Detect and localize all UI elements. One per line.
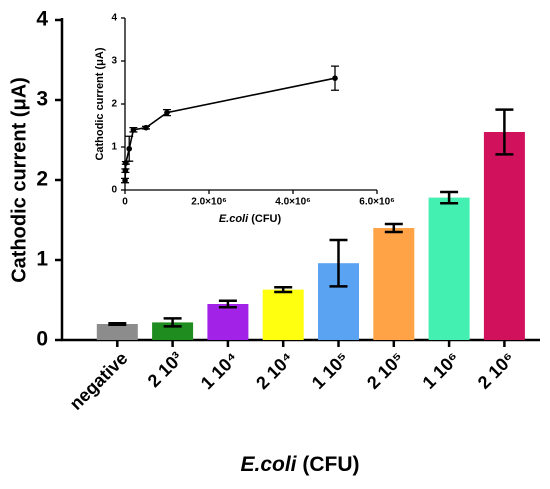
inset-point xyxy=(122,177,128,184)
y-tick-label: 3 xyxy=(36,88,48,111)
x-label-italic: E.coli xyxy=(240,453,297,476)
bar xyxy=(207,304,249,340)
error-bar xyxy=(274,285,293,294)
inset-x-label-italic: E.coli xyxy=(219,213,249,225)
inset-point xyxy=(126,145,132,152)
inset-y-tick-label: 4 xyxy=(111,13,117,24)
bar xyxy=(262,289,304,340)
x-tick-label: 2 10⁴ xyxy=(252,348,297,393)
inset-y-tick-label: 2 xyxy=(111,99,117,110)
y-axis-label: Cathodic current (μA) xyxy=(8,77,30,283)
x-tick-label: 1 10⁵ xyxy=(308,348,353,393)
error-bar xyxy=(108,321,127,327)
inset-x-tick-label: 0 xyxy=(122,197,128,208)
inset-y-tick-label: 0 xyxy=(111,185,117,196)
error-bar xyxy=(218,299,237,309)
error-bar xyxy=(495,108,514,156)
y-tick-label: 2 xyxy=(36,168,48,191)
y-tick-label: 1 xyxy=(36,248,48,271)
inset-y-label: Cathodic current (μA) xyxy=(94,47,106,160)
inset-y-tick-label: 3 xyxy=(111,56,117,67)
y-tick-label: 4 xyxy=(36,8,48,31)
error-bar xyxy=(163,317,182,328)
inset-x-label-unit: (CFU) xyxy=(251,213,281,225)
inset-background xyxy=(90,10,390,230)
inset-x-tick-label: 6.0×10⁶ xyxy=(359,197,394,208)
inset-y-tick-label: 1 xyxy=(111,142,117,153)
inset-point xyxy=(332,75,338,81)
x-label-unit: (CFU) xyxy=(302,453,359,476)
x-axis-label: E.coli (CFU) xyxy=(240,453,359,476)
error-bar xyxy=(329,238,348,288)
bar xyxy=(373,228,415,340)
x-tick-label: 2 10³ xyxy=(144,348,187,391)
x-tick-label: 2 10⁵ xyxy=(363,348,408,393)
inset-point xyxy=(130,127,137,133)
inset-point xyxy=(143,124,149,131)
inset-point xyxy=(122,167,129,174)
error-bar xyxy=(440,190,459,205)
bar xyxy=(428,197,470,340)
bar xyxy=(483,132,525,340)
x-tick-label: 1 10⁶ xyxy=(419,348,464,393)
inset-x-tick-label: 2.0×10⁶ xyxy=(191,197,226,208)
x-tick-label: 2 10⁶ xyxy=(474,348,519,393)
x-tick-label: negative xyxy=(66,348,132,414)
x-tick-label: 1 10⁴ xyxy=(197,348,242,393)
inset-x-label: E.coli (CFU) xyxy=(219,213,282,225)
y-tick-label: 0 xyxy=(36,328,48,351)
inset-point xyxy=(164,109,170,116)
inset-x-tick-label: 4.0×10⁶ xyxy=(275,197,310,208)
bar xyxy=(96,324,138,340)
error-bar xyxy=(384,222,403,234)
bar xyxy=(152,322,194,340)
